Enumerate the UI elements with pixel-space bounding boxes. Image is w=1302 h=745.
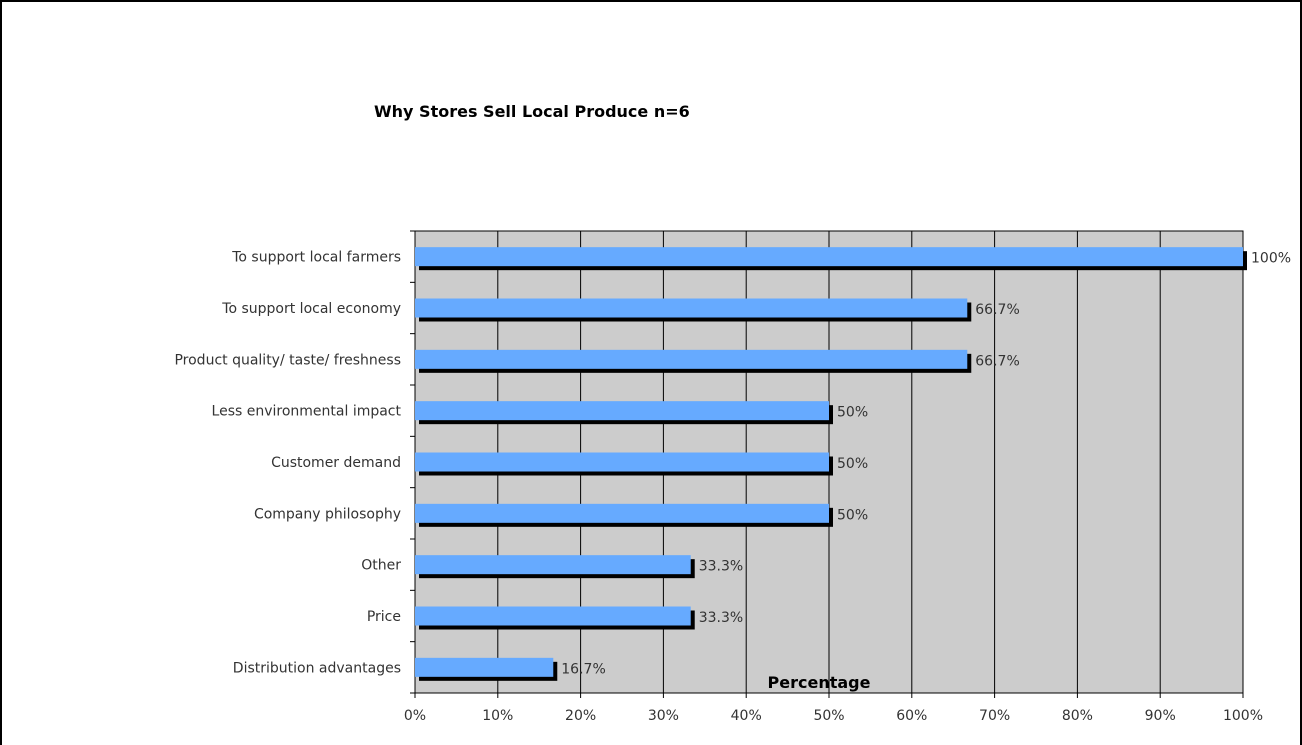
bar [415,401,829,421]
data-label: 33.3% [699,610,743,626]
category-label: Customer demand [271,455,401,471]
data-labels: 100% 66.7% 66.7% 50% 50% 50% 33.3% 33.3% 16.7% [561,251,1291,678]
data-label: 50% [837,405,868,421]
chart-title: Why Stores Sell Local Produce n=6 [374,102,690,121]
x-tick-label: 80% [1062,708,1093,724]
x-tick-label: 10% [482,708,513,724]
x-axis-title: Percentage [768,673,871,692]
data-label: 16.7% [561,661,605,677]
data-label: 66.7% [975,302,1019,318]
data-label: 50% [837,507,868,523]
category-label: Price [367,609,401,625]
x-tick-label: 20% [565,708,596,724]
data-label: 100% [1251,251,1291,267]
x-tick-label: 40% [731,708,762,724]
category-label: Less environmental impact [212,404,402,420]
category-label: Company philosophy [254,506,401,522]
bar [415,606,691,626]
category-label: Product quality/ taste/ freshness [174,352,401,368]
x-tick-label: 30% [648,708,679,724]
x-tick-label: 100% [1223,708,1263,724]
x-tick-label: 0% [404,708,426,724]
x-tick-labels: 0% 10% 20% 30% 40% 50% 60% 70% 80% 90% 100% [404,708,1263,724]
category-label: To support local farmers [231,250,401,266]
bar [415,349,968,369]
x-tick-label: 60% [896,708,927,724]
bar [415,503,829,523]
x-tick-label: 70% [979,708,1010,724]
x-tick-label: 50% [813,708,844,724]
category-label: To support local economy [221,301,401,317]
category-labels: To support local farmers To support local… [174,250,401,677]
bar [415,247,1243,267]
bar [415,298,968,318]
category-label: Distribution advantages [233,660,401,676]
bar [415,657,554,677]
data-label: 66.7% [975,353,1019,369]
bar [415,452,829,472]
category-label: Other [361,558,401,574]
bar [415,555,691,575]
x-tick-label: 90% [1145,708,1176,724]
data-label: 33.3% [699,559,743,575]
data-label: 50% [837,456,868,472]
bars [415,247,1247,681]
